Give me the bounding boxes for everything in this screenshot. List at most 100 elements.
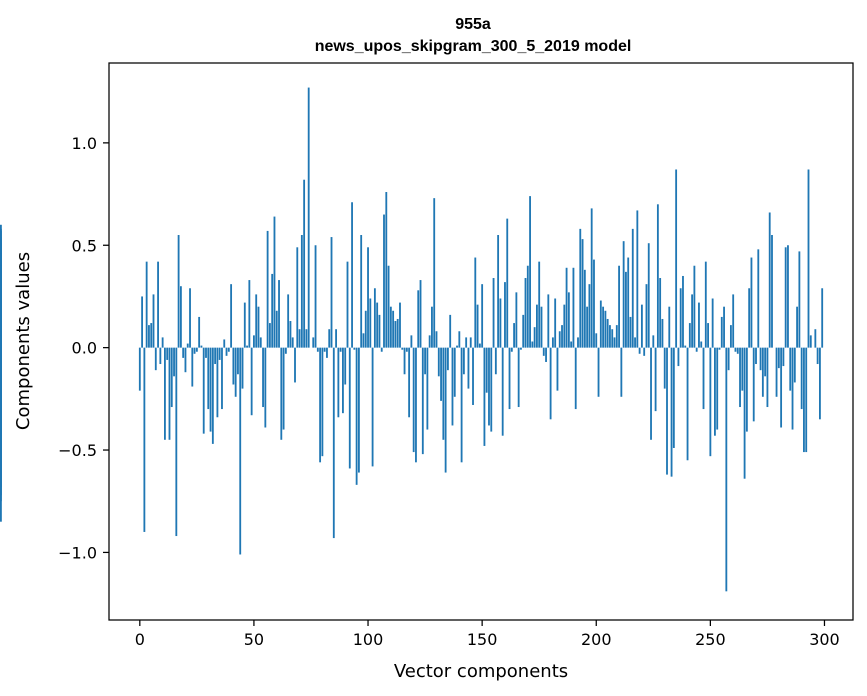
bar-153 <box>488 347 490 426</box>
bar-35 <box>218 347 221 360</box>
bar-51 <box>255 294 258 348</box>
x-tick-label: 100 <box>353 630 384 649</box>
bar-32 <box>211 347 214 444</box>
bar-219 <box>638 347 641 354</box>
bar-212 <box>622 241 625 348</box>
bar-173 <box>533 327 536 348</box>
bar-181 <box>551 337 554 348</box>
bar-195 <box>583 269 586 348</box>
bar-266 <box>745 347 748 432</box>
bar-143 <box>465 337 468 348</box>
bar-179 <box>547 294 550 348</box>
bar-233 <box>670 347 673 477</box>
bar-286 <box>791 347 794 430</box>
bar-68 <box>294 347 296 383</box>
bar-239 <box>684 345 687 348</box>
bar-256 <box>723 306 725 348</box>
bar-129 <box>433 198 436 348</box>
bar-99 <box>364 310 367 348</box>
bar-72 <box>303 179 306 348</box>
bar-142 <box>462 347 465 375</box>
bar-83 <box>328 329 331 348</box>
bar-33 <box>214 347 217 365</box>
bar-61 <box>278 280 280 348</box>
y-tick-label: 0.0 <box>72 339 97 358</box>
bar-290 <box>800 347 803 410</box>
bar-17 <box>177 235 180 348</box>
bar-244 <box>695 347 698 352</box>
bar-297 <box>816 347 819 365</box>
bar-34 <box>216 347 219 418</box>
bar-43 <box>237 347 239 375</box>
bar-229 <box>661 318 664 348</box>
bar-238 <box>682 275 684 348</box>
bar-9 <box>159 347 162 365</box>
bar-100 <box>367 247 369 348</box>
bar-152 <box>485 347 488 393</box>
bar-184 <box>558 331 561 348</box>
bar-21 <box>186 343 189 348</box>
bar-249 <box>707 323 709 348</box>
bar-183 <box>556 347 559 391</box>
x-tick-label: 300 <box>809 630 840 649</box>
bar-147 <box>474 257 477 348</box>
bar-206 <box>609 325 611 348</box>
bar-92 <box>348 347 351 469</box>
bar-254 <box>718 347 721 350</box>
bar-210 <box>618 265 620 348</box>
bar-24 <box>193 347 196 354</box>
x-axis-label: Vector components <box>394 661 568 682</box>
bar-273 <box>761 347 764 397</box>
bar-236 <box>677 347 680 367</box>
bar-292 <box>805 347 808 453</box>
bar-65 <box>287 294 290 348</box>
bar-275 <box>766 347 769 408</box>
bar-214 <box>627 257 630 348</box>
bar-7 <box>154 347 157 371</box>
bar-298 <box>819 347 821 420</box>
bar-157 <box>497 235 500 348</box>
bar-10 <box>161 337 164 348</box>
bar-16 <box>175 347 178 537</box>
bar-69 <box>296 247 299 348</box>
bar-176 <box>540 306 543 348</box>
bar-109 <box>387 265 390 348</box>
bar-156 <box>494 347 497 375</box>
bar-120 <box>412 347 415 453</box>
bar-81 <box>323 347 326 352</box>
bar-119 <box>410 335 413 348</box>
bar-49 <box>250 347 253 416</box>
bar-3 <box>145 261 148 348</box>
bar-201 <box>597 347 600 397</box>
bar-63 <box>282 347 285 430</box>
bar-194 <box>581 239 584 348</box>
bar-196 <box>586 306 589 348</box>
bar-103 <box>373 288 376 348</box>
bar-225 <box>652 335 655 348</box>
bar-98 <box>362 333 365 348</box>
bar-209 <box>615 325 618 348</box>
bar-0 <box>138 347 141 391</box>
bar-31 <box>209 347 212 432</box>
bar-114 <box>399 302 401 348</box>
bar-64 <box>284 347 287 354</box>
bar-82 <box>326 347 328 358</box>
bar-58 <box>271 273 274 348</box>
bar-78 <box>316 347 319 352</box>
bar-89 <box>342 347 344 414</box>
bar-27 <box>200 345 203 348</box>
y-tick-label: −1.0 <box>58 543 97 562</box>
bar-145 <box>469 337 472 348</box>
bar-224 <box>650 347 652 440</box>
bar-56 <box>266 230 269 348</box>
bar-148 <box>476 304 479 348</box>
bar-106 <box>380 347 383 352</box>
bar-25 <box>195 347 198 352</box>
bar-102 <box>371 347 374 467</box>
bar-105 <box>378 314 381 348</box>
bar-218 <box>636 210 639 348</box>
bar-163 <box>510 347 513 352</box>
bar-289 <box>798 251 801 348</box>
bar-125 <box>424 347 426 375</box>
bar-series <box>0 87 824 592</box>
